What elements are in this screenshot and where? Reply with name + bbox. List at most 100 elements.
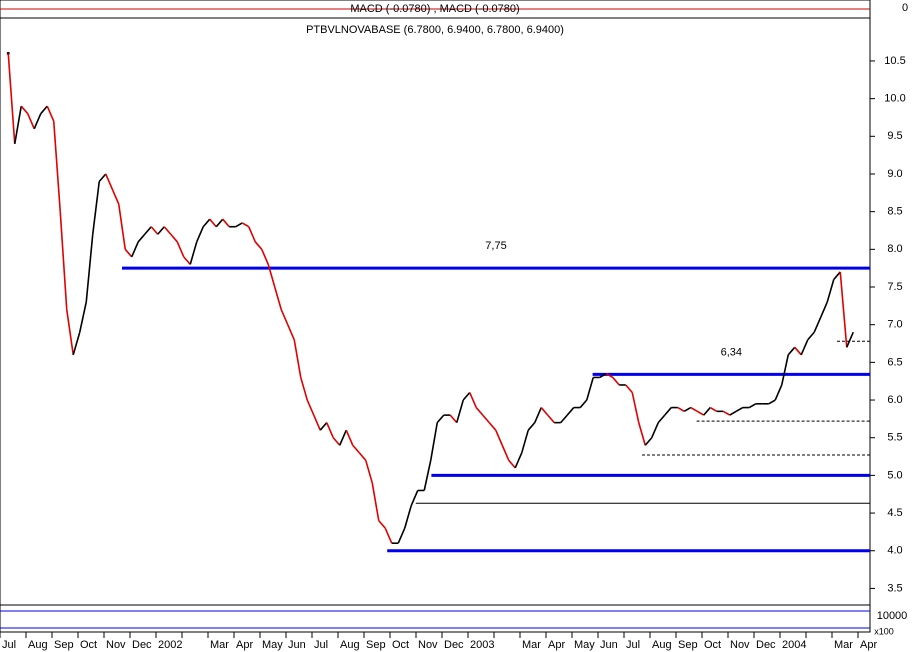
x-tick-label: Mar — [522, 639, 541, 651]
price-segment — [189, 241, 198, 265]
price-segment — [273, 286, 283, 310]
price-segment — [495, 429, 503, 446]
price-segment — [729, 410, 737, 416]
price-segment — [352, 444, 360, 454]
price-segment — [91, 181, 101, 235]
indicator-label: MACD (-0.0780) , MACD (-0.0780) — [350, 3, 519, 15]
x-tick-label: Oct — [704, 639, 721, 651]
price-segment — [72, 332, 81, 356]
price-segment — [657, 414, 666, 424]
price-segment — [449, 414, 458, 424]
y-tick-label: 3.5 — [887, 582, 902, 594]
price-segment — [540, 407, 549, 416]
y-tick-label: 7.0 — [887, 319, 902, 331]
price-segment — [423, 460, 432, 491]
x-tick-label: Jun — [288, 639, 306, 651]
price-segment — [547, 414, 555, 424]
price-segment — [33, 113, 42, 130]
x-tick-label: Mar — [210, 639, 229, 651]
x-tick-label: 2002 — [158, 639, 182, 651]
price-segment — [585, 377, 595, 401]
oscillator-tick: 10000 — [877, 610, 908, 622]
price-segment — [813, 316, 822, 333]
price-segment — [241, 222, 250, 228]
x-tick-label: Mar — [834, 639, 853, 651]
price-segment — [358, 452, 367, 461]
price-segment — [124, 248, 133, 258]
price-segment — [293, 339, 302, 378]
price-segment — [520, 429, 530, 454]
x-tick-label: Sep — [678, 639, 698, 651]
y-tick-label: 6.0 — [887, 394, 902, 406]
y-tick-label: 9.5 — [887, 130, 902, 142]
price-segment — [651, 422, 659, 439]
price-segment — [566, 407, 575, 416]
price-segment — [612, 376, 620, 386]
price-segment — [183, 256, 191, 265]
price-segment — [364, 460, 374, 484]
price-segment — [560, 414, 568, 424]
x-tick-label: Dec — [444, 639, 464, 651]
x-tick-label: 2003 — [470, 639, 494, 651]
indicator-tick: 0 — [902, 2, 908, 14]
y-tick-label: 5.5 — [887, 432, 902, 444]
price-segment — [332, 437, 341, 446]
price-segment — [722, 410, 731, 416]
x-tick-label: Nov — [418, 639, 438, 651]
price-segment — [644, 437, 653, 446]
price-segment — [534, 407, 542, 423]
price-segment — [339, 429, 347, 446]
price-segment — [605, 372, 614, 379]
price-segment — [131, 241, 139, 258]
price-segment — [13, 106, 23, 144]
y-tick-label: 6.5 — [887, 356, 902, 368]
x-tick-label: Dec — [756, 639, 776, 651]
price-segment — [196, 226, 204, 243]
price-segment — [299, 377, 309, 401]
price-segment — [683, 406, 692, 413]
price-segment — [677, 406, 685, 413]
level-label: 6,34 — [721, 346, 742, 358]
price-segment — [794, 346, 802, 356]
price-segment — [306, 399, 315, 416]
price-segment — [248, 226, 256, 243]
price-segment — [280, 309, 289, 326]
price-segment — [527, 422, 536, 431]
price-segment — [78, 301, 88, 333]
oscillator-scale: x100 — [874, 626, 894, 636]
price-segment — [345, 429, 354, 446]
price-segment — [215, 218, 224, 228]
price-segment — [599, 372, 607, 379]
x-tick-label: Oct — [392, 639, 409, 651]
x-tick-label: Nov — [730, 639, 750, 651]
price-segment — [800, 339, 809, 356]
y-tick-label: 9.0 — [887, 168, 902, 180]
price-segment — [455, 399, 465, 423]
price-segment — [287, 324, 295, 341]
price-segment — [462, 391, 471, 401]
price-segment — [65, 309, 75, 355]
price-segment — [637, 422, 647, 446]
x-tick-label: Dec — [132, 639, 152, 651]
x-tick-label: Apr — [860, 639, 877, 651]
x-tick-label: Sep — [366, 639, 386, 651]
price-segment — [846, 331, 854, 348]
price-segment — [105, 173, 113, 190]
price-segment — [319, 422, 328, 431]
price-segment — [429, 422, 439, 461]
x-tick-label: Oct — [80, 639, 97, 651]
price-segment — [378, 520, 386, 529]
price-segment — [326, 422, 334, 439]
x-tick-label: 2004 — [782, 639, 806, 651]
price-segment — [397, 527, 406, 544]
x-tick-label: Nov — [106, 639, 126, 651]
price-segment — [690, 406, 698, 413]
price-segment — [833, 271, 841, 280]
price-panel — [0, 17, 871, 606]
price-segment — [163, 226, 172, 235]
price-segment — [7, 53, 16, 144]
price-segment — [703, 407, 711, 416]
price-segment — [59, 211, 68, 310]
price-segment — [768, 399, 776, 405]
